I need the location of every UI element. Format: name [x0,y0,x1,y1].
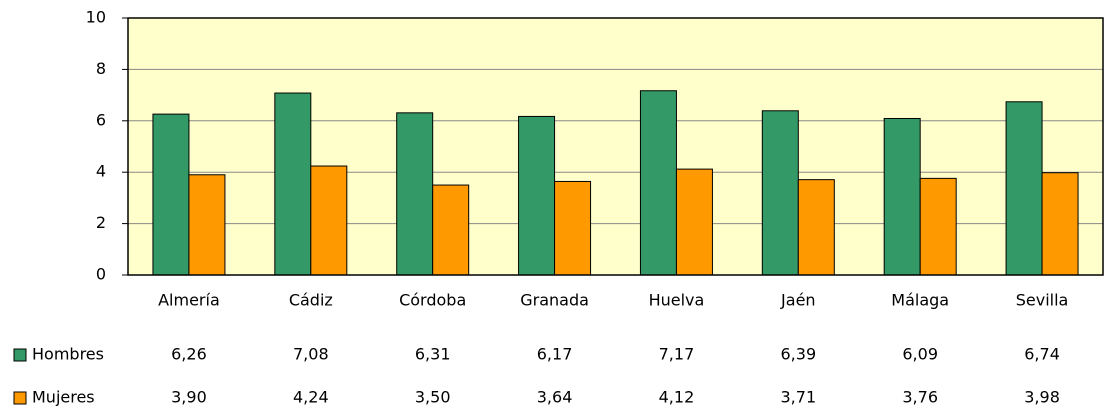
table-value: 6,74 [1024,345,1060,364]
bar [554,180,592,276]
table-value: 3,64 [537,388,573,407]
table-value: 3,76 [902,388,938,407]
y-tick-label: 4 [96,162,106,181]
bar [797,179,835,276]
x-tick-label: Córdoba [399,291,466,310]
y-tick-label: 6 [96,110,106,129]
table-value: 6,09 [902,345,938,364]
plot-border [127,17,1104,276]
bar [152,113,190,276]
bar [310,165,348,276]
plot-area [128,18,1103,275]
table-value: 7,08 [293,345,329,364]
bar [518,115,556,276]
table-value: 6,17 [537,345,573,364]
x-tick-label: Cádiz [289,291,333,310]
y-tick-label: 10 [86,8,106,27]
table-value: 6,31 [415,345,451,364]
table-value: 3,90 [171,388,207,407]
legend-swatch [13,348,27,362]
table-value: 7,17 [659,345,695,364]
x-tick-label: Almería [158,291,220,310]
bar [675,168,713,276]
bar [919,177,957,276]
y-tick-label: 0 [96,265,106,284]
bar [1041,172,1079,276]
x-tick-label: Huelva [649,291,705,310]
bar [274,92,312,276]
x-tick-label: Jaén [780,291,816,310]
bar [883,117,921,276]
legend-swatch [13,391,27,405]
legend-label: Mujeres [32,388,95,407]
x-tick-label: Sevilla [1016,291,1069,310]
bar [188,174,226,276]
x-tick-label: Málaga [891,291,949,310]
table-value: 3,50 [415,388,451,407]
table-value: 6,39 [781,345,817,364]
table-value: 4,12 [659,388,695,407]
legend-label: Hombres [32,345,104,364]
table-value: 6,26 [171,345,207,364]
y-tick-label: 2 [96,213,106,232]
table-value: 4,24 [293,388,329,407]
bar [432,184,470,276]
table-value: 3,71 [781,388,817,407]
table-value: 3,98 [1024,388,1060,407]
bar [639,90,677,276]
bar [1005,101,1043,276]
bar [761,110,799,276]
y-tick-label: 8 [96,59,106,78]
bar [396,112,434,276]
x-tick-label: Granada [520,291,589,310]
